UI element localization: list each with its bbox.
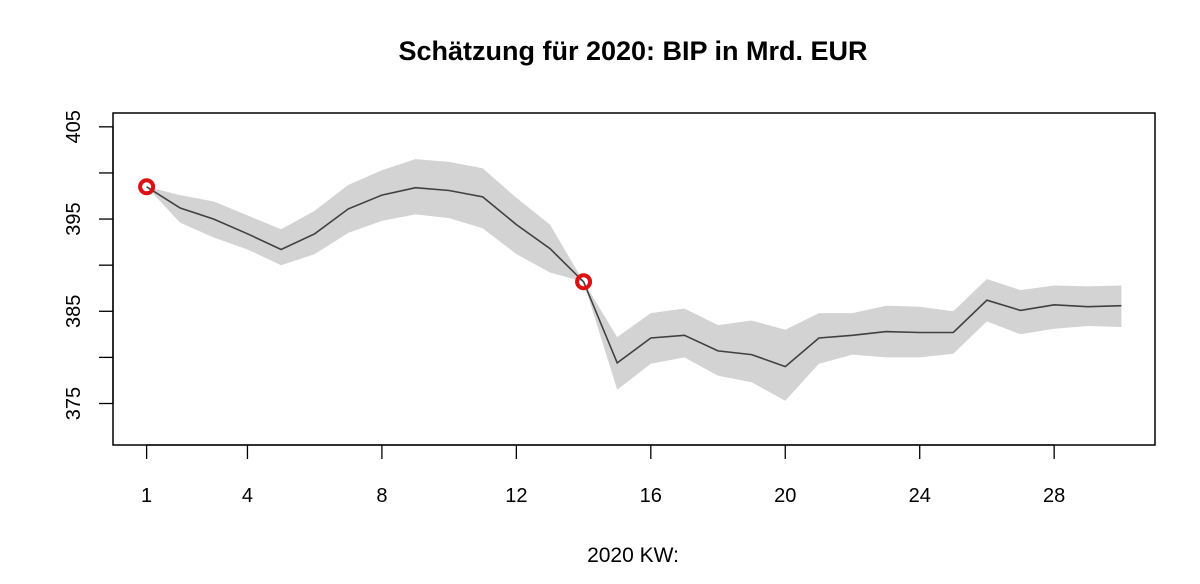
series-line — [146, 186, 1122, 368]
highlight-point-2 — [575, 273, 593, 291]
highlight-point-1 — [138, 178, 156, 196]
x-tick-label: 20 — [774, 485, 796, 507]
x-tick-label: 1 — [141, 485, 152, 507]
x-tick-label: 24 — [909, 485, 931, 507]
x-tick-label: 28 — [1043, 485, 1065, 507]
x-tick-label: 16 — [640, 485, 662, 507]
plot-frame — [112, 112, 1156, 446]
x-tick-label: 8 — [376, 485, 387, 507]
y-tick-label: 385 — [63, 295, 85, 328]
plot-area — [112, 112, 1156, 446]
confidence-band — [146, 159, 1122, 401]
x-axis: 1 4 8 12 16 20 24 28 — [141, 444, 1065, 507]
y-tick-label: 395 — [63, 202, 85, 235]
x-tick-label: 12 — [505, 485, 527, 507]
x-axis-label: 2020 KW: — [587, 544, 679, 567]
y-tick-label: 405 — [63, 110, 85, 143]
y-axis: 375 385 395 405 — [63, 110, 114, 420]
y-tick-label: 375 — [63, 387, 85, 420]
chart-title: Schätzung für 2020: BIP in Mrd. EUR — [398, 36, 867, 66]
x-tick-label: 4 — [242, 485, 253, 507]
highlight-points — [138, 178, 593, 291]
